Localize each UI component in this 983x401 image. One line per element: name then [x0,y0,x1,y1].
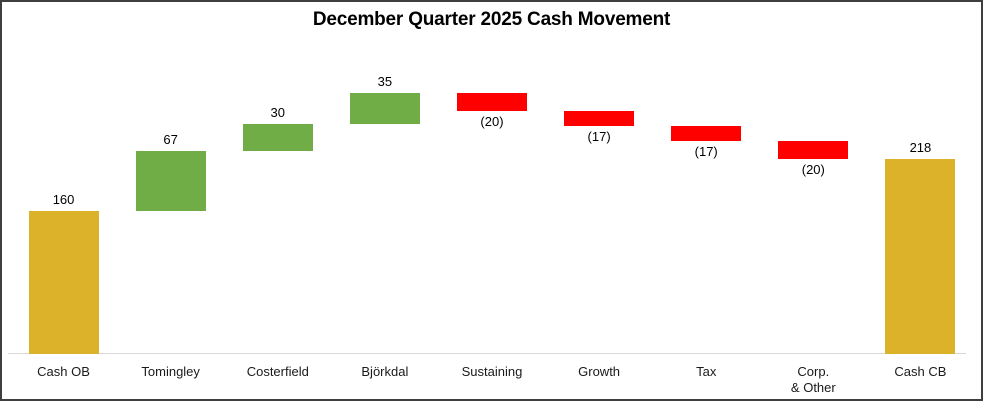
category-label-line: & Other [790,380,836,395]
category-axis: Cash OB Tomingley Costerfield Björkdal Susta… [10,364,974,396]
waterfall-bar-tomingley[interactable] [135,151,206,211]
bar-value-label: (20) [801,162,825,178]
waterfall-column: 160 [10,41,117,354]
waterfall-bar-sustaining[interactable] [456,92,527,111]
category-label-corp-other: Corp. & Other [760,364,867,396]
waterfall-bar-cash-ob[interactable] [28,210,99,354]
category-label-cash-ob: Cash OB [10,364,117,380]
waterfall-column: (20) [438,41,545,354]
category-label-growth: Growth [546,364,653,380]
chart-title: December Quarter 2025 Cash Movement [312,9,671,30]
category-label-bj-rkdal: Björkdal [331,364,438,380]
bar-value-label: (17) [694,144,718,160]
waterfall-bar-bj-rkdal[interactable] [349,92,420,125]
waterfall-bar-costerfield[interactable] [242,124,313,151]
waterfall-column: 67 [117,41,224,354]
category-label-tomingley: Tomingley [117,364,224,380]
waterfall-bar-tax[interactable] [671,125,742,142]
category-label-line: Costerfield [246,364,309,379]
bar-value-label: (17) [587,128,611,144]
bar-value-label: (20) [480,113,504,129]
waterfall-column: 30 [224,41,331,354]
waterfall-bar-cash-cb[interactable] [885,159,956,354]
x-axis-line [8,353,966,354]
category-label-line: Corp. [797,364,830,379]
category-label-tax: Tax [653,364,760,380]
bar-value-label: 35 [377,73,393,89]
category-label-costerfield: Costerfield [224,364,331,380]
waterfall-column: (20) [760,41,867,354]
category-label-line: Tax [696,364,717,379]
category-label-cash-cb: Cash CB [867,364,974,380]
bar-value-label: 160 [52,191,75,207]
plot-area: 160 67 30 35 (20) (17) (17) (20) 218 [8,41,974,354]
category-label-line: Growth [578,364,621,379]
waterfall-bar-corp-other[interactable] [778,141,849,160]
category-label-sustaining: Sustaining [438,364,545,380]
category-label-line: Cash OB [37,364,90,379]
category-label-line: Cash CB [894,364,947,379]
category-label-line: Sustaining [461,364,523,379]
waterfall-column: 35 [331,41,438,354]
waterfall-column: 218 [867,41,974,354]
bar-value-label: 30 [270,105,285,121]
category-label-line: Björkdal [361,364,409,379]
category-label-line: Tomingley [141,364,200,379]
waterfall-bar-growth[interactable] [564,110,635,126]
bar-value-label: 67 [163,132,178,147]
waterfall-column: (17) [653,41,760,354]
bar-value-label: 218 [909,140,932,156]
waterfall-column: (17) [546,41,653,354]
